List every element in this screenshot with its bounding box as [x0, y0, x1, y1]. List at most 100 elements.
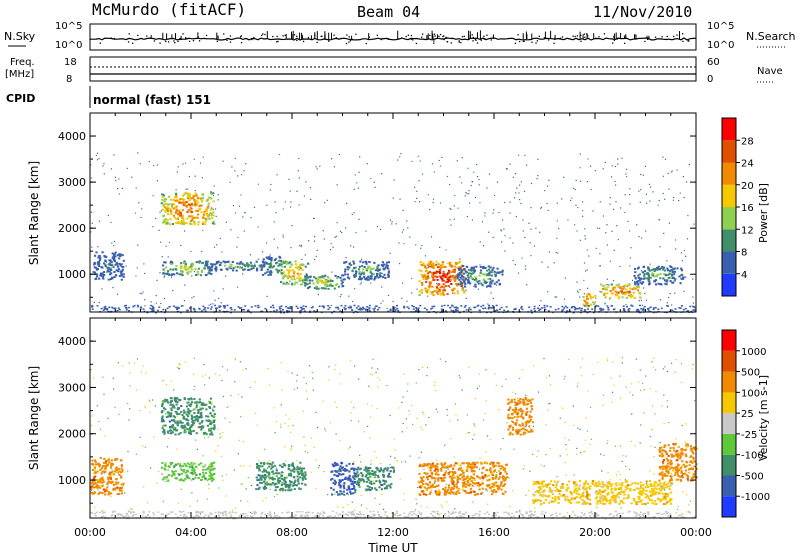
- scatter-cell: [611, 391, 614, 393]
- scatter-cell: [219, 433, 221, 435]
- scatter-cell: [296, 190, 298, 192]
- data-cell: [217, 260, 220, 263]
- data-cell: [446, 465, 449, 468]
- data-cell: [359, 260, 362, 263]
- data-cell: [204, 431, 207, 434]
- data-cell: [441, 263, 444, 266]
- data-cell: [493, 481, 496, 484]
- data-cell: [193, 462, 196, 465]
- data-cell: [182, 417, 185, 420]
- data-cell: [288, 468, 291, 471]
- data-cell: [502, 475, 505, 478]
- data-cell: [356, 483, 359, 486]
- data-cell: [643, 273, 646, 275]
- scatter-cell: [677, 505, 679, 507]
- data-cell: [438, 288, 441, 291]
- scatter-cell: [530, 228, 532, 230]
- data-cell: [614, 290, 617, 293]
- scatter-cell: [144, 446, 146, 448]
- scatter-cell: [158, 471, 160, 473]
- data-cell: [676, 267, 679, 270]
- scatter-cell: [401, 461, 403, 463]
- nsearch-point: [576, 35, 579, 37]
- ground-cell: [174, 306, 177, 309]
- data-cell: [377, 276, 380, 279]
- ground-cell: [465, 309, 468, 311]
- data-cell: [460, 275, 463, 277]
- data-cell: [456, 292, 460, 295]
- scatter-cell: [333, 166, 335, 168]
- scatter-cell: [601, 470, 603, 472]
- nsearch-point: [277, 40, 279, 43]
- scatter-cell: [275, 467, 277, 469]
- nsearch-point: [654, 36, 657, 38]
- data-cell: [434, 289, 437, 292]
- scatter-cell: [617, 163, 619, 165]
- data-cell: [183, 262, 186, 265]
- ground-cell: [219, 305, 222, 307]
- data-cell: [173, 397, 176, 400]
- ground-cell: [162, 308, 165, 311]
- scatter-cell: [230, 229, 232, 231]
- data-cell: [120, 471, 123, 474]
- scatter-cell: [328, 379, 330, 381]
- data-cell: [616, 291, 619, 294]
- scatter-cell: [273, 512, 276, 514]
- scatter-cell: [371, 374, 374, 376]
- scatter-cell: [568, 439, 570, 441]
- scatter-cell: [646, 202, 648, 204]
- scatter-cell: [321, 277, 323, 279]
- data-cell: [277, 480, 280, 483]
- data-cell: [353, 481, 356, 484]
- data-cell: [487, 285, 490, 287]
- scatter-cell: [525, 432, 527, 434]
- scatter-cell: [323, 238, 325, 240]
- data-cell: [349, 480, 352, 483]
- data-cell: [617, 296, 620, 299]
- data-cell: [259, 474, 262, 477]
- scatter-cell: [334, 236, 336, 238]
- data-cell: [495, 475, 498, 478]
- data-cell: [104, 490, 107, 493]
- scatter-cell: [288, 418, 290, 420]
- nsearch-point: [547, 39, 550, 41]
- ground-cell: [453, 306, 456, 309]
- data-cell: [163, 432, 166, 435]
- scatter-cell: [573, 486, 575, 488]
- data-cell: [100, 272, 103, 275]
- scatter-cell: [486, 490, 488, 492]
- data-cell: [226, 260, 229, 263]
- data-cell: [187, 408, 190, 411]
- data-cell: [311, 279, 314, 282]
- data-cell: [339, 468, 342, 471]
- ground-cell: [353, 304, 356, 307]
- scatter-cell: [570, 199, 572, 201]
- nsearch-point: [272, 35, 274, 38]
- data-cell: [90, 486, 93, 489]
- scatter-cell: [528, 422, 530, 424]
- scatter-cell: [420, 451, 422, 453]
- scatter-cell: [326, 199, 328, 201]
- data-cell: [430, 281, 433, 284]
- scatter-cell: [650, 445, 652, 447]
- scatter-cell: [160, 302, 162, 305]
- scatter-cell: [211, 402, 213, 404]
- data-cell: [420, 485, 423, 487]
- scatter-cell: [217, 199, 219, 201]
- ground-cell: [538, 309, 541, 311]
- data-cell: [239, 261, 242, 264]
- scatter-cell: [114, 406, 116, 408]
- ground-cell: [668, 310, 671, 313]
- scatter-cell: [454, 508, 456, 510]
- scatter-cell: [517, 397, 519, 400]
- scatter-cell: [555, 251, 557, 253]
- scatter-cell: [384, 514, 386, 516]
- data-cell: [276, 472, 280, 475]
- data-cell: [92, 492, 95, 495]
- data-cell: [647, 279, 650, 282]
- scatter-cell: [402, 422, 404, 425]
- data-cell: [441, 278, 444, 280]
- scatter-cell: [241, 396, 243, 398]
- data-cell: [176, 397, 179, 400]
- data-cell: [190, 461, 193, 464]
